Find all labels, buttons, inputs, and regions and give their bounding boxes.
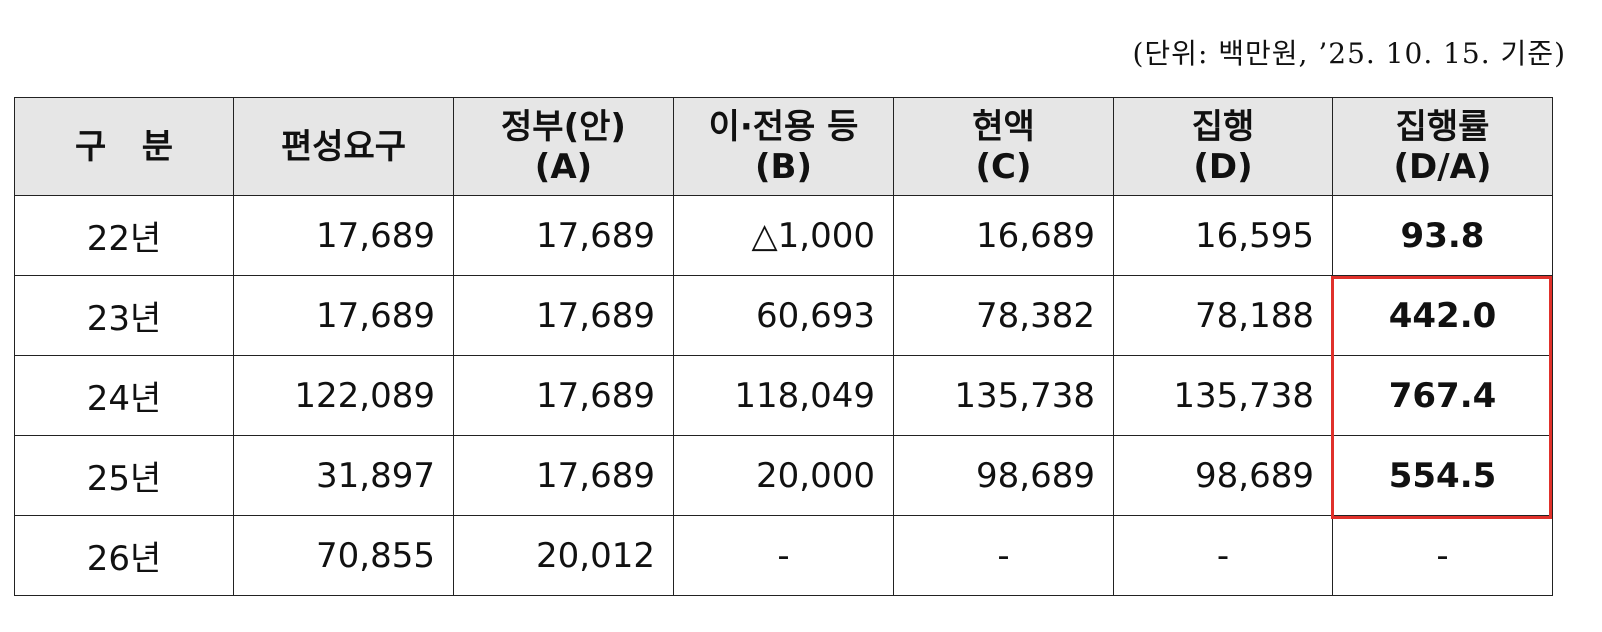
cell-current-c: 78,382: [893, 275, 1114, 356]
row-year: 22년: [14, 195, 234, 276]
table-row: 26년 70,855 20,012 - - - -: [14, 515, 1553, 596]
cell-executed-d: -: [1113, 515, 1333, 596]
budget-execution-table: 구 분 편성요구 정부(안) (A) 이·전용 등 (B) 현액 (C) 집행 (D) …: [14, 97, 1553, 596]
row-year: 23년: [14, 275, 234, 356]
header-row: 구 분 편성요구 정부(안) (A) 이·전용 등 (B) 현액 (C) 집행 (D) …: [14, 97, 1553, 196]
cell-government-a: 17,689: [453, 435, 674, 516]
header-category: 구 분: [14, 97, 234, 196]
cell-transfer-b: 20,000: [673, 435, 894, 516]
cell-transfer-b: △1,000: [673, 195, 894, 276]
cell-requested: 17,689: [233, 275, 454, 356]
cell-current-c: -: [893, 515, 1114, 596]
row-year: 26년: [14, 515, 234, 596]
cell-execution-rate: 442.0: [1332, 275, 1553, 356]
cell-executed-d: 78,188: [1113, 275, 1333, 356]
cell-execution-rate: 554.5: [1332, 435, 1553, 516]
cell-execution-rate: 767.4: [1332, 355, 1553, 436]
cell-government-a: 17,689: [453, 355, 674, 436]
cell-requested: 122,089: [233, 355, 454, 436]
header-transfer-b: 이·전용 등 (B): [673, 97, 894, 196]
cell-executed-d: 98,689: [1113, 435, 1333, 516]
cell-executed-d: 16,595: [1113, 195, 1333, 276]
header-requested: 편성요구: [233, 97, 454, 196]
cell-government-a: 20,012: [453, 515, 674, 596]
cell-executed-d: 135,738: [1113, 355, 1333, 436]
row-year: 25년: [14, 435, 234, 516]
table-row: 23년 17,689 17,689 60,693 78,382 78,188 4…: [14, 275, 1553, 356]
header-execution-rate: 집행률 (D/A): [1332, 97, 1553, 196]
table-row: 24년 122,089 17,689 118,049 135,738 135,7…: [14, 355, 1553, 436]
header-executed-d: 집행 (D): [1113, 97, 1333, 196]
cell-requested: 70,855: [233, 515, 454, 596]
cell-transfer-b: 118,049: [673, 355, 894, 436]
cell-transfer-b: 60,693: [673, 275, 894, 356]
cell-government-a: 17,689: [453, 275, 674, 356]
row-year: 24년: [14, 355, 234, 436]
table-row: 22년 17,689 17,689 △1,000 16,689 16,595 9…: [14, 195, 1553, 276]
cell-transfer-b: -: [673, 515, 894, 596]
unit-note: (단위: 백만원, ’25. 10. 15. 기준): [1132, 37, 1566, 70]
cell-execution-rate: -: [1332, 515, 1553, 596]
table-row: 25년 31,897 17,689 20,000 98,689 98,689 5…: [14, 435, 1553, 516]
cell-current-c: 135,738: [893, 355, 1114, 436]
cell-requested: 31,897: [233, 435, 454, 516]
cell-requested: 17,689: [233, 195, 454, 276]
header-current-c: 현액 (C): [893, 97, 1114, 196]
cell-current-c: 98,689: [893, 435, 1114, 516]
cell-execution-rate: 93.8: [1332, 195, 1553, 276]
cell-government-a: 17,689: [453, 195, 674, 276]
cell-current-c: 16,689: [893, 195, 1114, 276]
header-government-a: 정부(안) (A): [453, 97, 674, 196]
